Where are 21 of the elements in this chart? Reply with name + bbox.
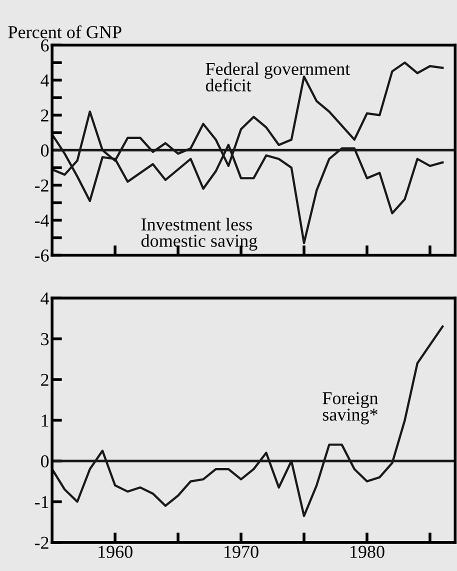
series-label: Foreign saving*: [322, 392, 378, 424]
x-tick-label: 1980: [350, 546, 384, 558]
y-tick-label: -2: [34, 180, 48, 192]
y-tick-label: -2: [34, 536, 48, 549]
y-tick-label: -4: [34, 214, 50, 226]
y-tick-label: -6: [34, 250, 49, 262]
text: Investment less domestic saving: [141, 218, 258, 251]
y-tick-label: 0: [40, 144, 49, 157]
y-tick-label: 4: [40, 292, 50, 304]
y-axis-title: Percent of GNP: [8, 25, 122, 38]
series-label: Federal government deficit: [206, 62, 350, 92]
x-tick-label: 1960: [98, 546, 132, 558]
x-tick-label: 1970: [224, 546, 258, 558]
y-tick-label: 6: [41, 39, 49, 52]
y-tick-label: -1: [34, 496, 48, 508]
y-tick-label: 2: [41, 374, 48, 386]
y-tick-label: 1: [42, 414, 48, 427]
y-tick-label: 3: [41, 333, 49, 346]
y-tick-label: 2: [41, 109, 48, 122]
y-tick-label: 4: [40, 74, 50, 86]
y-tick-label: 0: [40, 455, 49, 468]
